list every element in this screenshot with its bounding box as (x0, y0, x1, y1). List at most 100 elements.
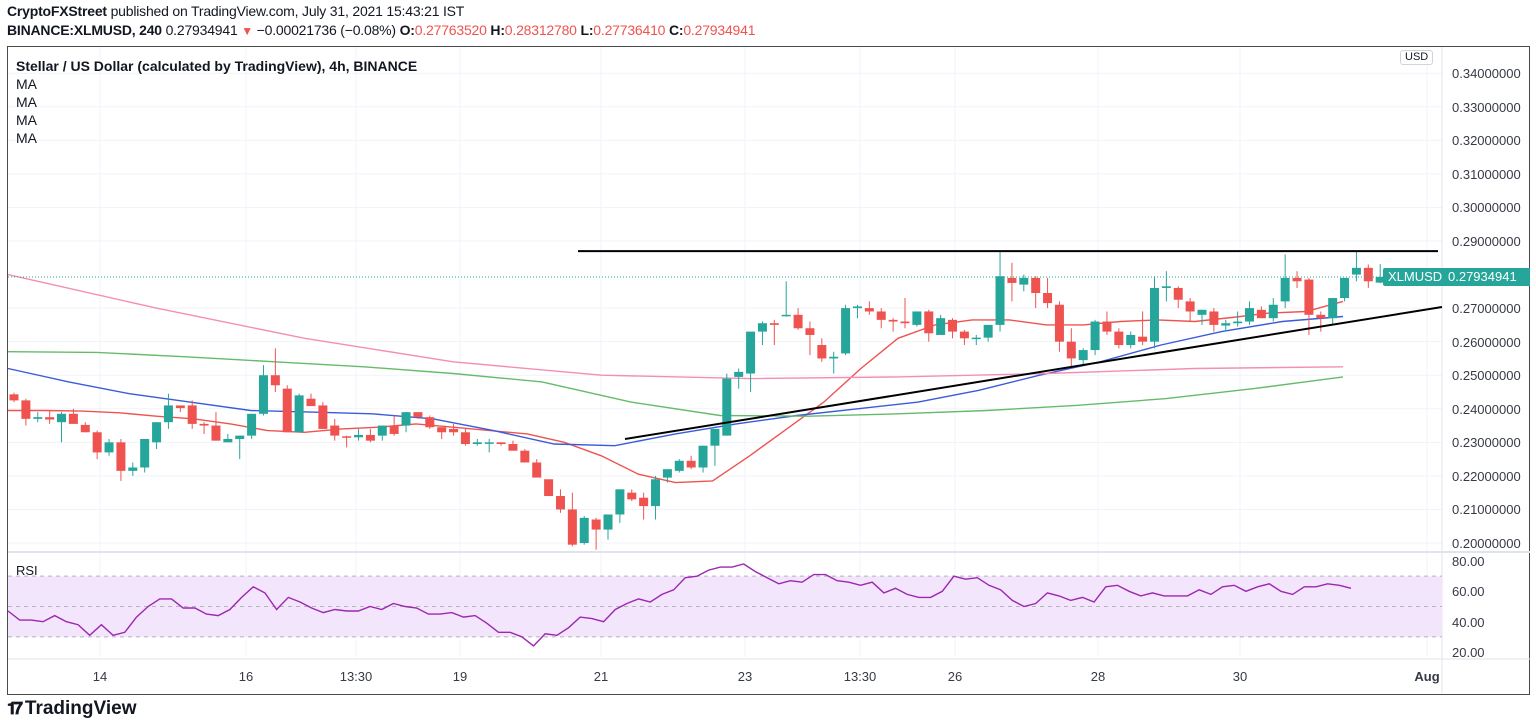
candle-body (80, 424, 90, 433)
chart-legend: Stellar / US Dollar (calculated by Tradi… (16, 57, 417, 147)
ma-line-2 (7, 315, 1344, 447)
candle-body (294, 395, 304, 433)
candle-body (342, 436, 352, 438)
brand-name: TradingView (24, 698, 137, 719)
price-tick-label: 0.31000000 (1452, 166, 1521, 182)
candle-body (793, 314, 803, 329)
candle-body (722, 378, 732, 436)
time-tick-label: 19 (452, 669, 468, 684)
candle-body (282, 388, 292, 433)
currency-button[interactable]: USD (1400, 50, 1434, 65)
candle-body (995, 276, 1005, 325)
candle-body (769, 323, 779, 325)
price-tick-label: 0.21000000 (1452, 502, 1521, 518)
candle-body (710, 428, 720, 446)
candle-body (983, 324, 993, 338)
candle-body (1031, 277, 1041, 294)
candle-body (674, 460, 684, 471)
price-change: −0.00021736 (−0.08%) (256, 22, 396, 38)
candle-body (21, 400, 31, 419)
candle-body (152, 422, 162, 443)
candle-body (627, 492, 637, 500)
candle-body (829, 356, 839, 359)
candle-body (140, 438, 150, 468)
rsi-tick-label: 80.00 (1452, 554, 1485, 569)
candle-body (1221, 323, 1231, 326)
candle-body (449, 428, 459, 433)
time-tick-label: 30 (1232, 669, 1248, 684)
published-text: published on TradingView.com, July 31, 2… (110, 3, 465, 19)
candle-body (175, 405, 185, 409)
legend-ma-1[interactable]: MA (16, 76, 37, 92)
candle-body (365, 434, 375, 441)
rsi-legend-label[interactable]: RSI (16, 563, 38, 578)
candle-body (971, 337, 981, 340)
candle-body (92, 432, 102, 453)
symbol-info-bar: BINANCE:XLMUSD, 240 0.27934941 ▼ −0.0002… (7, 22, 756, 38)
candle-body (651, 479, 661, 507)
candle-body (1304, 279, 1314, 315)
chart-frame (7, 46, 1530, 695)
candle-body (116, 442, 126, 471)
candle-body (603, 514, 613, 530)
open-value: 0.27763520 (414, 22, 487, 38)
candle-body (1197, 309, 1207, 315)
candle-body (258, 375, 268, 414)
price-tick-label: 0.29000000 (1452, 234, 1521, 249)
candle-body (496, 442, 506, 445)
candle-body (270, 375, 280, 386)
candle-body (318, 405, 328, 429)
candle-body (377, 425, 387, 436)
time-tick-label: 21 (593, 669, 609, 684)
candle-body (1043, 293, 1053, 304)
candle-body (235, 435, 245, 439)
candle-body (662, 469, 672, 478)
candle-body (1078, 350, 1088, 361)
time-tick-label: 16 (238, 669, 254, 684)
candle-body (1340, 277, 1350, 299)
candle-body (1173, 287, 1183, 300)
ma-line-1 (8, 300, 1344, 484)
candle-body (888, 319, 898, 322)
candle-body (104, 442, 114, 453)
last-price-text: 0.27934941 (165, 22, 238, 38)
legend-ma-3[interactable]: MA (16, 112, 37, 128)
legend-ma-4[interactable]: MA (16, 130, 37, 146)
candle-body (1245, 308, 1255, 322)
candle-body (1375, 276, 1385, 283)
ascending-support-trendline (624, 306, 1443, 440)
last-price-axis-label: 0.27934941 (1444, 268, 1530, 286)
candle-body (425, 417, 435, 428)
low-value: 0.27736410 (593, 22, 666, 38)
candle-body (1019, 277, 1029, 285)
legend-ma-2[interactable]: MA (16, 94, 37, 110)
price-tick-label: 0.24000000 (1452, 401, 1521, 417)
price-tick-label: 0.25000000 (1452, 368, 1521, 384)
rsi-tick-label: 40.00 (1452, 614, 1485, 630)
candle-body (508, 444, 518, 451)
price-tick-label: 0.32000000 (1452, 133, 1521, 149)
candle-body (781, 314, 791, 317)
candle-body (472, 442, 482, 445)
price-tick-label: 0.23000000 (1452, 435, 1521, 451)
candle-body (1280, 277, 1290, 302)
rsi-tick-label: 60.00 (1452, 584, 1485, 600)
candle-body (128, 467, 138, 471)
candle-body (1090, 321, 1100, 351)
candle-body (354, 434, 364, 438)
price-tick-label: 0.27000000 (1452, 301, 1521, 317)
time-tick-label: 13:30 (339, 669, 373, 684)
candle-body (68, 413, 78, 424)
candle-body (1066, 341, 1076, 359)
candle-body (306, 398, 316, 407)
candle-body (389, 425, 399, 434)
candle-body (948, 319, 958, 332)
rsi-tick-label: 20.00 (1452, 645, 1485, 660)
low-label: L: (580, 22, 594, 38)
candle-body (187, 405, 197, 424)
price-tick-label: 0.33000000 (1452, 99, 1521, 115)
time-tick-label: Aug (1414, 669, 1440, 684)
candle-body (163, 405, 173, 423)
time-tick-label: 14 (92, 669, 108, 684)
